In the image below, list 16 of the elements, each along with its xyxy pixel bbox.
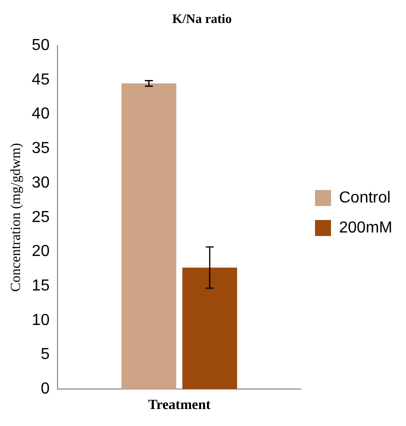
y-tick-label: 50 [32,37,50,54]
chart-title: K/Na ratio [172,11,232,26]
y-tick-label: 20 [32,243,50,260]
y-tick-label: 10 [32,312,50,329]
legend-label: Control [339,189,391,206]
legend-label: 200mM [339,219,392,236]
y-axis-title: Concentration (mg/gdwm) [9,142,24,292]
y-tick-label: 0 [40,380,50,398]
y-tick-label: 45 [32,71,50,88]
y-tick-label: 35 [32,140,50,158]
y-tick-label: 5 [40,346,50,364]
x-tick-label: Treatment [148,398,211,414]
y-tick-label: 15 [32,278,50,295]
y-tick-label: 40 [32,106,50,123]
y-tick-label: 25 [32,208,50,226]
y-tick-label: 30 [32,174,50,192]
